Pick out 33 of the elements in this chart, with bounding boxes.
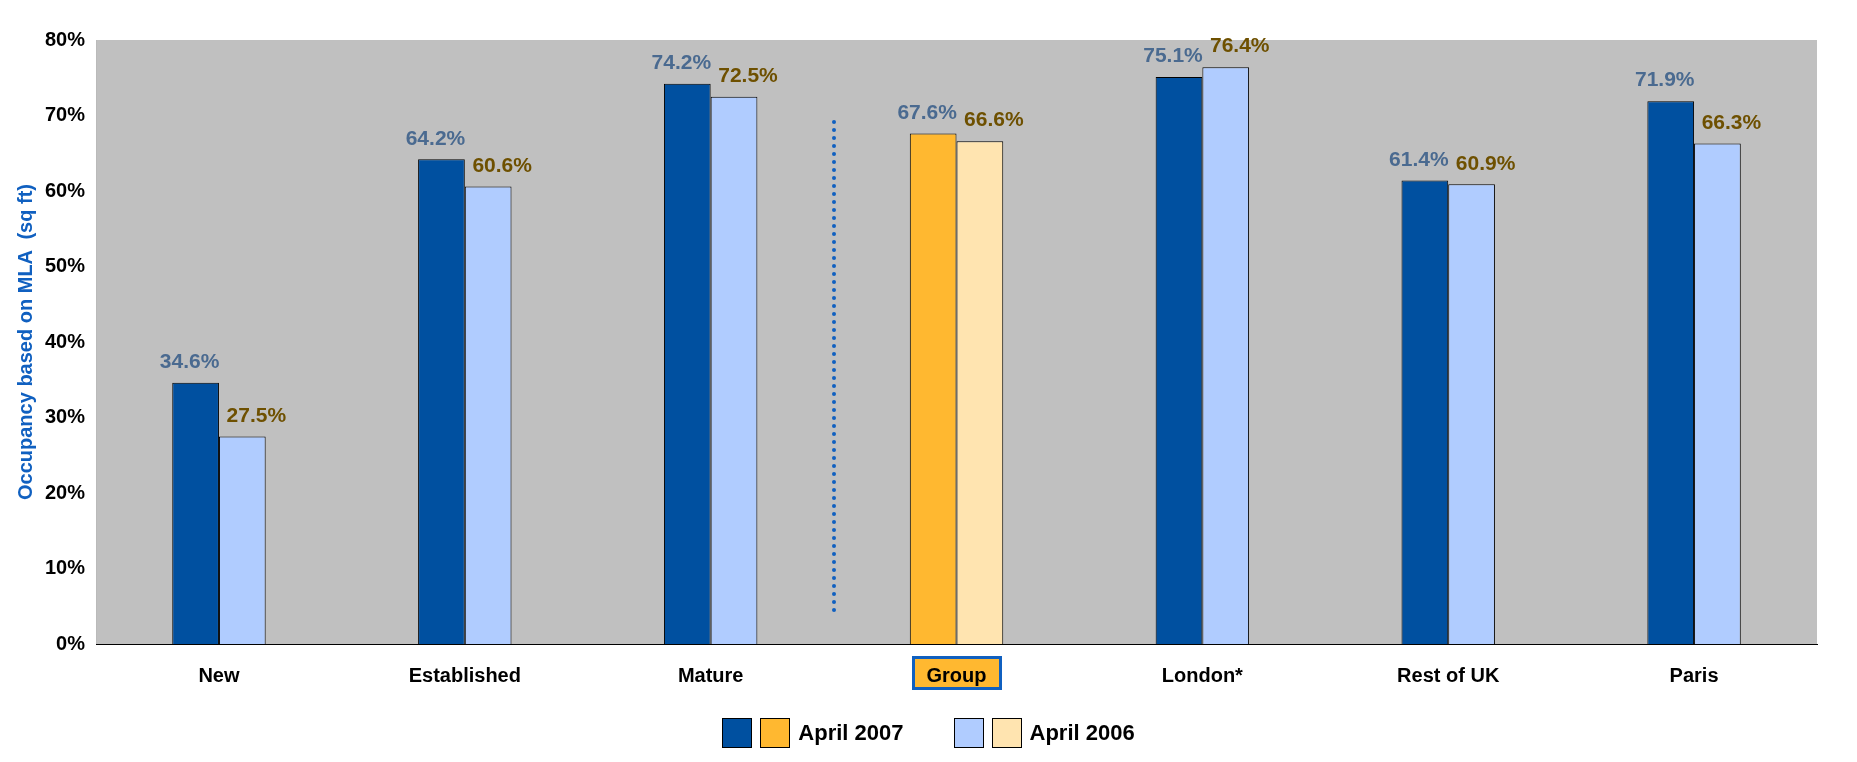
y-tick-label: 20% [45, 480, 86, 503]
legend-label: April 2006 [1029, 720, 1135, 746]
x-tick-label: New [198, 663, 240, 686]
y-tick-label: 50% [45, 254, 86, 277]
data-label: 72.5% [718, 62, 779, 86]
data-label: 74.2% [651, 50, 712, 74]
data-label: 76.4% [1209, 33, 1270, 57]
y-axis-title: Occupancy based on MLA (sq ft) [13, 184, 36, 500]
data-label: 60.9% [1455, 150, 1516, 174]
y-tick-label: 0% [56, 631, 86, 654]
y-tick-label: 70% [45, 103, 86, 126]
y-tick-label: 10% [45, 556, 86, 579]
data-label: 71.9% [1634, 67, 1695, 91]
x-tick-label: Rest of UK [1397, 663, 1500, 686]
y-tick-label: 80% [45, 27, 86, 50]
x-tick-label: London* [1161, 663, 1244, 686]
data-label: 27.5% [226, 402, 287, 426]
data-label: 66.6% [964, 107, 1024, 131]
data-label: 61.4% [1389, 146, 1449, 170]
data-label: 60.6% [472, 152, 533, 176]
x-tick-label: Mature [677, 663, 744, 686]
data-label: 75.1% [1143, 43, 1204, 67]
x-tick-label: Group [926, 663, 987, 686]
y-tick-label: 40% [45, 329, 86, 352]
data-label: 66.3% [1701, 109, 1762, 133]
data-label: 67.6% [897, 99, 958, 123]
x-tick-label: Paris [1669, 663, 1719, 686]
data-label: 34.6% [159, 349, 220, 373]
y-tick-label: 30% [45, 405, 86, 428]
y-tick-label: 60% [45, 178, 86, 201]
legend-label: April 2007 [798, 720, 904, 746]
data-label: 64.2% [405, 125, 466, 149]
x-tick-label: Established [408, 663, 521, 686]
